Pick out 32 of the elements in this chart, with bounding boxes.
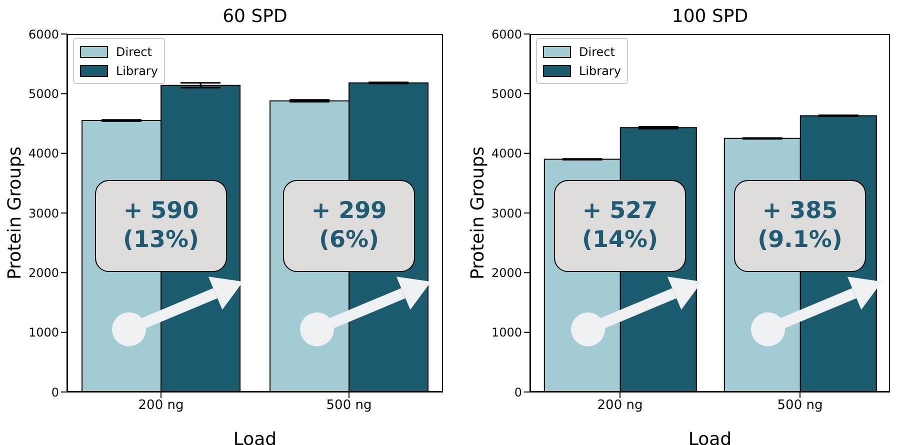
legend-label: Library (116, 64, 158, 78)
x-tick-label: 500 ng (777, 398, 823, 414)
y-tick-label: 2000 (28, 266, 59, 280)
y-tick-label: 0 (514, 385, 522, 400)
annotation: + 299 (6%) (283, 180, 415, 272)
y-tick-label: 6000 (28, 27, 59, 42)
y-tick-label: 1000 (28, 326, 59, 340)
y-tick-label: 1000 (491, 326, 522, 340)
y-tick-label: 0 (51, 385, 59, 400)
y-tick-label: 4000 (491, 146, 522, 161)
x-axis-title: Load (688, 429, 732, 445)
chart-title: 60 SPD (222, 6, 288, 27)
y-tick-label: 5000 (28, 86, 59, 101)
x-axis-title: Load (233, 429, 277, 445)
y-tick-label: 3000 (491, 206, 522, 220)
y-tick-label: 3000 (28, 206, 59, 220)
annotation: + 590 (13%) (95, 180, 227, 272)
chart-title: 100 SPD (670, 6, 750, 27)
y-tick-label: 4000 (28, 146, 59, 161)
y-axis-title: Protein Groups (4, 146, 26, 280)
y-tick-label: 2000 (491, 266, 522, 280)
x-tick-label: 500 ng (326, 398, 372, 414)
x-tick-label: 200 ng (597, 398, 643, 414)
annotation: + 527 (14%) (554, 180, 686, 272)
annotation: + 385 (9.1%) (734, 180, 866, 272)
y-tick-label: 5000 (491, 86, 522, 101)
legend-label: Library (579, 64, 621, 78)
legend-label: Direct (116, 44, 152, 58)
x-tick-label: 200 ng (138, 398, 184, 414)
y-tick-label: 6000 (491, 27, 522, 42)
legend-label: Direct (579, 44, 615, 58)
y-axis-title: Protein Groups (467, 146, 488, 280)
